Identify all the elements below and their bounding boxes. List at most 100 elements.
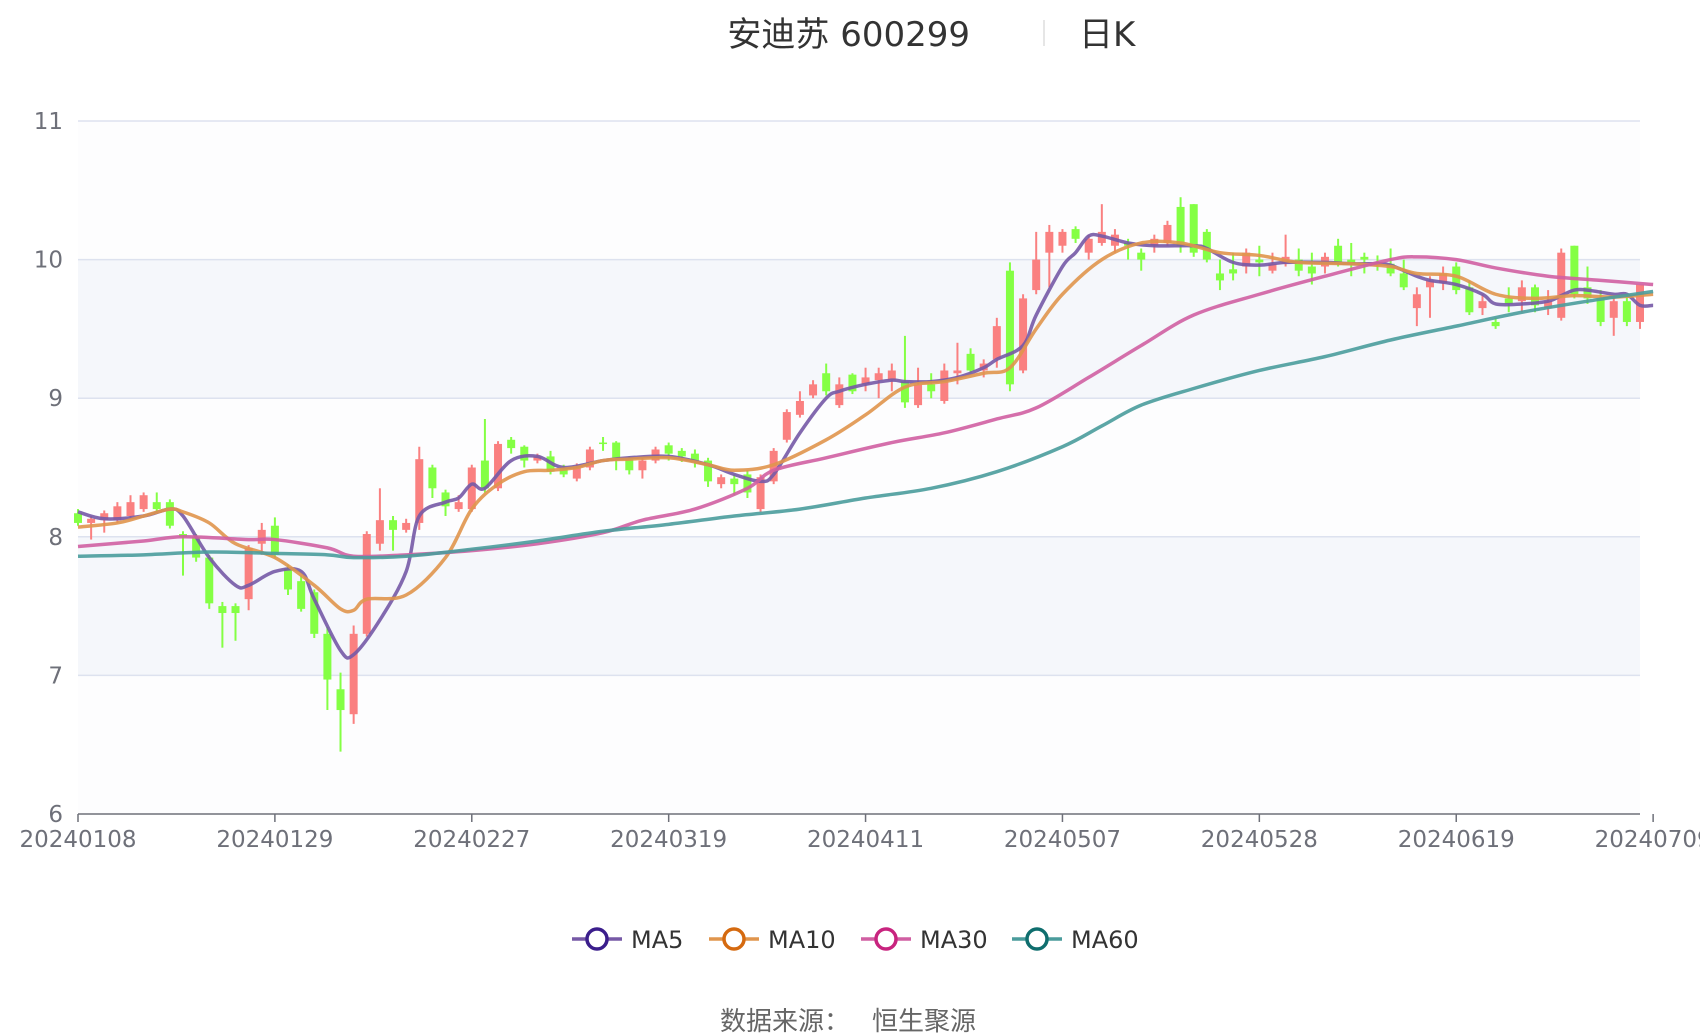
candle-down (1071, 226, 1080, 243)
candle-down (927, 373, 936, 399)
candle-body (520, 446, 529, 461)
candle-body (625, 459, 634, 471)
line-ma60 (77, 289, 1654, 560)
candle-up (1439, 266, 1448, 291)
candle-up (349, 625, 358, 724)
candle-down (1005, 262, 1014, 392)
candle-body (1084, 238, 1093, 253)
source-name: 恒生聚源 (872, 1007, 976, 1034)
candle-body (428, 467, 437, 489)
candle-body (795, 400, 804, 415)
candle-body (139, 495, 148, 510)
candle-up (914, 367, 923, 408)
legend-item-ma30[interactable]: MA30 (861, 926, 988, 954)
x-tick-label: 20240507 (1004, 827, 1121, 853)
candle-body (1163, 224, 1172, 243)
candle-body (218, 606, 227, 614)
legend-circle-icon (1025, 927, 1049, 951)
candle-body (74, 513, 82, 523)
candle-up (402, 518, 411, 533)
candle-body (1439, 273, 1448, 284)
source-label: 数据来源： (720, 1007, 850, 1034)
legend-circle-icon (585, 927, 609, 951)
candle-up (1084, 234, 1093, 260)
candle-up (887, 363, 896, 392)
candle-body (362, 534, 371, 634)
y-tick-label: 9 (48, 386, 63, 412)
candle-down (1399, 259, 1408, 291)
legend-item-ma5[interactable]: MA5 (572, 926, 683, 954)
plot-band (78, 121, 1640, 260)
candle-body (743, 474, 752, 493)
candle-body (1425, 280, 1434, 288)
candle-down (165, 499, 174, 529)
candle-body (192, 536, 201, 558)
candle-body (1570, 245, 1579, 295)
legend-label: MA5 (631, 926, 683, 954)
candle-body (782, 412, 791, 440)
candle-body (467, 467, 476, 510)
candle-up (1032, 231, 1041, 295)
x-axis: 20240108 20240129 20240227 20240319 20240411… (19, 813, 1700, 853)
legend-circle-icon (722, 927, 746, 951)
candle-body (284, 568, 293, 590)
plot-bands (78, 121, 1640, 814)
candle-body (953, 370, 962, 374)
candle-body (336, 689, 345, 711)
candle-down (323, 626, 332, 711)
candle-down (428, 464, 437, 498)
candle-body (1530, 287, 1539, 306)
candle-body (1478, 301, 1487, 309)
legend-label: MA10 (768, 926, 836, 954)
candle-body (1242, 252, 1251, 267)
line-ma30 (77, 255, 1654, 559)
candle-body (966, 353, 975, 371)
candle-body (1544, 301, 1553, 309)
candle-body (100, 513, 109, 521)
candle-up (809, 380, 818, 399)
candle-down (612, 441, 621, 471)
candle-down (730, 474, 739, 496)
legend-item-ma60[interactable]: MA60 (1012, 926, 1139, 954)
candle-up (244, 545, 253, 611)
ma-lines (77, 232, 1654, 660)
candle-body (257, 529, 266, 544)
chart-period: 日K (1079, 15, 1137, 55)
candle-up (782, 409, 791, 443)
candle-body (638, 460, 647, 471)
candle-down (1491, 317, 1500, 329)
legend-item-ma10[interactable]: MA10 (709, 926, 836, 954)
y-axis: 6 7 8 9 10 11 (34, 109, 63, 828)
candle-down (218, 601, 227, 648)
candle-up (1058, 229, 1067, 253)
candle-down (1583, 266, 1592, 304)
candle-down (1189, 204, 1198, 257)
candle-body (992, 326, 1001, 360)
candle-body (297, 581, 306, 609)
candle-down (704, 457, 713, 487)
candle-body (704, 460, 713, 482)
candle-up (1557, 248, 1566, 321)
legend-label: MA30 (920, 926, 988, 954)
candle-up (100, 510, 109, 533)
candle-down (690, 449, 699, 468)
candle-up (362, 531, 371, 637)
candle-down (743, 470, 752, 498)
x-tick-label: 20240319 (610, 827, 727, 853)
y-tick-label: 11 (34, 109, 63, 135)
candle-body (1005, 270, 1014, 385)
candle-body (1255, 259, 1264, 263)
candle-body (375, 520, 384, 544)
candle-down (822, 363, 831, 396)
candle-up (861, 367, 870, 392)
x-tick-label: 20240129 (216, 827, 333, 853)
candle-down (1255, 245, 1264, 277)
candle-body (874, 373, 883, 381)
candle-down (1504, 287, 1513, 313)
y-tick-label: 10 (34, 248, 63, 274)
candle-down (152, 492, 161, 514)
candle-up (795, 391, 804, 418)
y-tick-label: 8 (48, 525, 63, 551)
candle-body (1071, 229, 1080, 239)
